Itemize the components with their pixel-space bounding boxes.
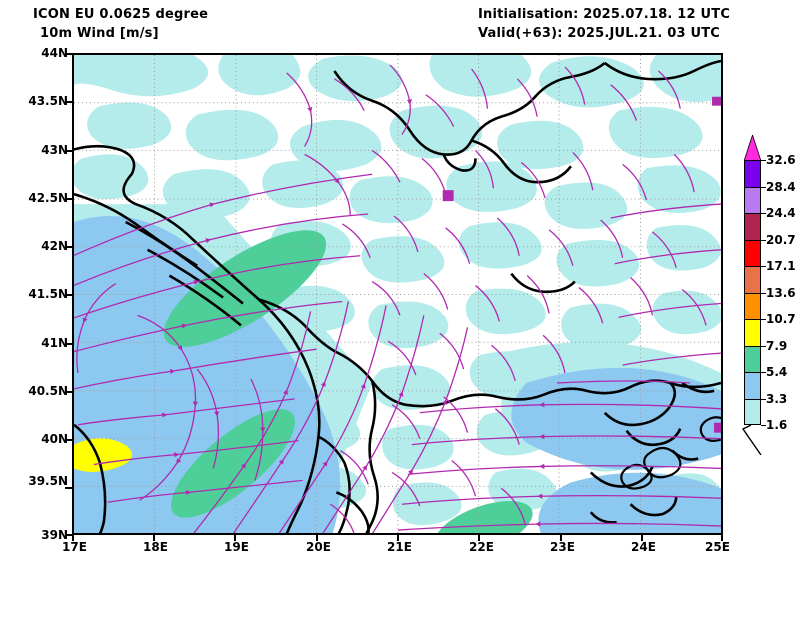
ytick-mark: [65, 101, 72, 103]
colorbar-tick-label: 3.3: [766, 391, 788, 406]
xtick-mark: [316, 535, 318, 541]
xtick-label: 24E: [631, 540, 656, 554]
colorbar-tick-mark: [761, 186, 766, 188]
streamlines: [74, 64, 721, 533]
colorbar-tick-mark: [761, 213, 766, 214]
ytick-label: 43.5N: [28, 94, 68, 108]
colorbar-tick-label: 28.4: [766, 179, 796, 194]
xtick-mark: [641, 535, 643, 541]
xtick-label: 23E: [550, 540, 575, 554]
colorbar-tick-mark: [761, 266, 766, 267]
xtick-label: 17E: [62, 540, 87, 554]
colorbar-band: [744, 266, 761, 293]
colorbar-tick-label: 5.4: [766, 365, 788, 379]
ytick-mark: [65, 391, 72, 393]
header-variable-line: 10m Wind [m/s]: [40, 26, 159, 41]
xtick-mark: [397, 535, 399, 541]
colorbar-band: [744, 239, 761, 266]
colorbar-tick-label: 17.1: [766, 259, 796, 273]
colorbar-band: [744, 398, 761, 425]
xtick-label: 18E: [143, 540, 168, 554]
colorbar-band: [744, 319, 761, 346]
ytick-label: 43N: [41, 143, 68, 157]
header-initialisation-line: Initialisation: 2025.07.18. 12 UTC: [478, 7, 731, 22]
colorbar-tick-label: 24.4: [766, 206, 796, 220]
colorbar-tick-label: 10.7: [766, 312, 796, 326]
coastlines-and-borders: [74, 59, 721, 533]
xtick-label: 20E: [306, 540, 331, 554]
colorbar-tick-mark: [761, 345, 766, 347]
xtick-mark: [234, 535, 236, 541]
header-model-line: ICON EU 0.0625 degree: [33, 7, 209, 22]
colorbar-tick-label: 7.9: [766, 338, 788, 353]
xtick-label: 25E: [705, 540, 730, 554]
header-valid-line: Valid(+63): 2025.JUL.21. 03 UTC: [478, 26, 721, 41]
xtick-mark: [478, 535, 480, 541]
colorbar-tick-mark: [761, 160, 766, 161]
ytick-label: 41.5N: [28, 287, 68, 301]
ytick-mark: [65, 487, 72, 489]
colorbar-tick-mark: [761, 425, 766, 426]
wind-max-markers: [442, 96, 721, 433]
xtick-mark: [721, 535, 723, 541]
colorbar-band: [744, 213, 761, 240]
colorbar-band: [744, 372, 761, 399]
ytick-mark: [65, 439, 72, 441]
ytick-label: 40N: [41, 432, 68, 446]
xtick-label: 22E: [469, 540, 494, 554]
ytick-mark: [65, 534, 72, 536]
colorbar-tick-mark: [761, 398, 766, 400]
colorbar-band: [744, 345, 761, 372]
ytick-label: 42.5N: [28, 191, 68, 205]
ytick-mark: [65, 343, 72, 345]
ytick-label: 44N: [41, 46, 68, 60]
colorbar-over-arrow: [744, 135, 761, 161]
ytick-label: 42N: [41, 239, 68, 253]
wind-field-svg: [74, 55, 721, 533]
ytick-label: 39N: [41, 528, 68, 542]
colorbar-tick-mark: [761, 372, 766, 373]
ytick-label: 40.5N: [28, 384, 68, 398]
colorbar-tick-label: 1.6: [766, 418, 788, 432]
xtick-mark: [72, 535, 74, 541]
colorbar-tick-mark: [761, 292, 766, 294]
colorbar-tick-label: 20.7: [766, 232, 796, 247]
ytick-mark: [65, 246, 72, 248]
map-plot-area[interactable]: [72, 53, 723, 535]
ytick-mark: [65, 198, 72, 200]
colorbar-under-tail: [741, 425, 762, 455]
xtick-mark: [560, 535, 562, 541]
ytick-mark: [65, 294, 72, 296]
colorbar-tick-mark: [761, 239, 766, 241]
ytick-label: 41N: [41, 336, 68, 350]
colorbar-band: [744, 160, 761, 187]
colorbar-tick-mark: [761, 319, 766, 320]
xtick-label: 21E: [387, 540, 412, 554]
xtick-label: 19E: [224, 540, 249, 554]
ytick-mark: [65, 53, 72, 55]
ytick-label: 39.5N: [28, 474, 68, 488]
colorbar-band: [744, 292, 761, 319]
ytick-mark: [65, 150, 72, 152]
colorbar-tick-label: 32.6: [766, 153, 796, 167]
colorbar-tick-label: 13.6: [766, 285, 796, 300]
xtick-mark: [153, 535, 155, 541]
band-7p9-10p7: [74, 438, 133, 472]
colorbar-band: [744, 186, 761, 213]
colorbar[interactable]: 32.6 28.4 24.4 20.7 17.1 13.6 10.7 7.9 5.4 3.3 1.6: [744, 153, 796, 432]
